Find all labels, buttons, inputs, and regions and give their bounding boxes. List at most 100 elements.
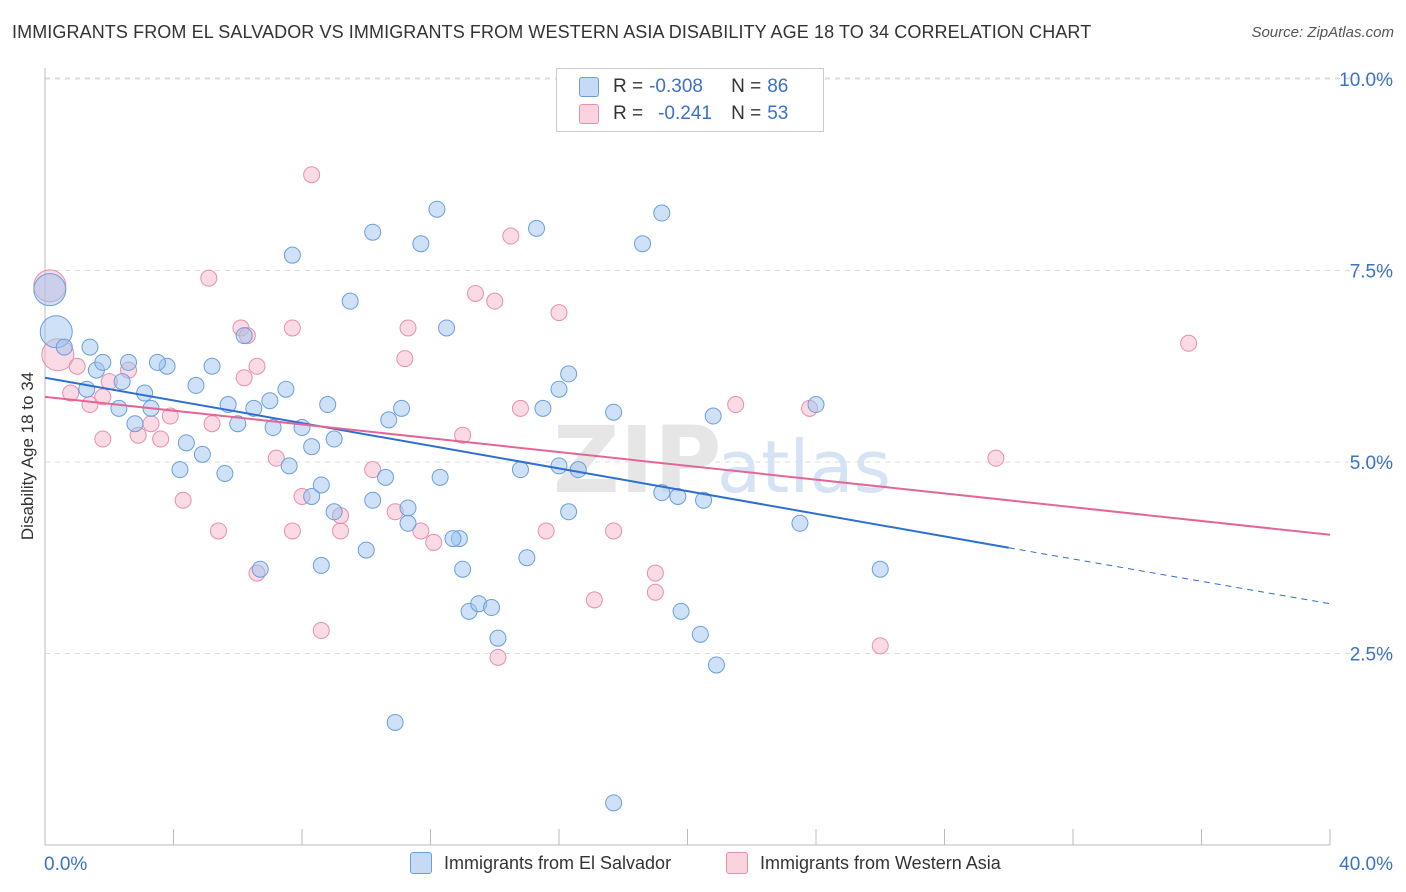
el-salvador-trend-line [44, 376, 1009, 549]
western-asia-point-12 [161, 407, 179, 425]
el-salvador-point-33 [261, 392, 279, 410]
y-tick-label-3: 10.0% [1339, 70, 1393, 91]
legend-swatch-blue [579, 77, 599, 97]
western-asia-point-32 [332, 522, 350, 540]
el-salvador-point-19 [438, 319, 456, 337]
el-salvador-point-44 [605, 403, 623, 421]
western-asia-point-37 [454, 426, 472, 444]
el-salvador-point-79 [691, 625, 709, 643]
el-salvador-point-69 [444, 530, 462, 548]
western-asia-point-47 [489, 648, 507, 666]
legend-r-label: R = [613, 103, 644, 124]
western-asia-point-24 [486, 292, 504, 310]
western-asia-point-18 [248, 357, 266, 375]
western-asia-point-21 [396, 350, 414, 368]
axes [44, 68, 1331, 846]
western-asia-point-10 [142, 415, 160, 433]
el-salvador-point-31 [229, 415, 247, 433]
western-asia-point-20 [303, 166, 321, 184]
el-salvador-point-42 [550, 380, 568, 398]
western-asia-trend-line [44, 395, 1331, 536]
western-asia-point-51 [871, 637, 889, 655]
el-salvador-point-54 [312, 476, 330, 494]
el-salvador-point-61 [280, 457, 298, 475]
western-asia-point-23 [466, 284, 484, 302]
el-salvador-point-3 [81, 338, 99, 356]
el-salvador-point-83 [605, 794, 623, 812]
western-asia-point-22 [399, 319, 417, 337]
legend-r-value: -0.241 [658, 103, 712, 124]
legend-n-value: 53 [767, 103, 789, 124]
el-salvador-point-2 [55, 338, 73, 356]
el-salvador-point-37 [319, 396, 337, 414]
el-salvador-point-60 [216, 464, 234, 482]
el-salvador-point-9 [113, 373, 131, 391]
el-salvador-point-10 [136, 384, 154, 402]
el-salvador-point-71 [454, 560, 472, 578]
gridlines [45, 77, 1395, 654]
el-salvador-point-67 [791, 514, 809, 532]
el-salvador-point-20 [528, 219, 546, 237]
el-salvador-point-8 [148, 353, 166, 371]
western-asia-point-50 [646, 583, 664, 601]
el-salvador-point-35 [264, 419, 282, 437]
el-salvador-point-12 [187, 376, 205, 394]
el-salvador-point-18 [428, 200, 446, 218]
el-salvador-point-0 [33, 273, 67, 307]
x-tick-label-min: 0.0% [44, 854, 87, 875]
western-asia-point-13 [203, 415, 221, 433]
el-salvador-point-5 [94, 353, 112, 371]
y-axis-label: Disability Age 18 to 34 [18, 371, 37, 541]
el-salvador-point-17 [412, 235, 430, 253]
chart-title: IMMIGRANTS FROM EL SALVADOR VS IMMIGRANT… [12, 22, 1092, 42]
el-salvador-point-62 [303, 438, 321, 456]
el-salvador-point-29 [193, 445, 211, 463]
y-tick-label-0: 2.5% [1350, 645, 1393, 666]
el-salvador-point-15 [341, 292, 359, 310]
series-legend-el-salvador: Immigrants from El Salvador [410, 852, 671, 874]
el-salvador-point-43 [560, 365, 578, 383]
el-salvador-point-82 [386, 713, 404, 731]
el-salvador-point-25 [110, 399, 128, 417]
el-salvador-point-34 [277, 380, 295, 398]
western-asia-point-25 [502, 227, 520, 245]
western-asia-point-41 [727, 396, 745, 414]
el-salvador-point-51 [377, 468, 395, 486]
western-asia-point-8 [94, 430, 112, 448]
el-salvador-point-80 [707, 656, 725, 674]
western-asia-point-30 [283, 522, 301, 540]
western-asia-point-33 [364, 461, 382, 479]
western-asia-point-35 [412, 522, 430, 540]
el-salvador-point-16 [364, 223, 382, 241]
el-salvador-point-56 [399, 499, 417, 517]
western-asia-point-26 [550, 304, 568, 322]
western-asia-point-39 [537, 522, 555, 540]
legend-r-label: R = [613, 76, 644, 97]
x-tick-label-max: 40.0% [1339, 854, 1393, 875]
el-salvador-point-81 [871, 560, 889, 578]
el-salvador-point-41 [534, 399, 552, 417]
el-salvador-point-77 [489, 629, 507, 647]
el-salvador-point-76 [483, 599, 501, 617]
series-swatch-pink [726, 852, 748, 874]
el-salvador-trend-extension [1008, 547, 1331, 605]
legend-r-value: -0.308 [649, 76, 703, 97]
el-salvador-point-39 [380, 411, 398, 429]
watermark-atlas: atlas [717, 425, 891, 509]
western-asia-point-27 [174, 491, 192, 509]
el-salvador-point-78 [672, 602, 690, 620]
series-legend-western-asia: Immigrants from Western Asia [726, 852, 1001, 874]
western-asia-point-28 [209, 522, 227, 540]
western-asia-point-29 [267, 449, 285, 467]
el-salvador-point-40 [393, 399, 411, 417]
el-salvador-points [33, 85, 889, 812]
legend-n-label: N = [731, 103, 762, 124]
western-asia-point-48 [585, 591, 603, 609]
el-salvador-point-72 [251, 560, 269, 578]
el-salvador-point-57 [399, 514, 417, 532]
el-salvador-point-11 [203, 357, 221, 375]
el-salvador-point-22 [634, 235, 652, 253]
el-salvador-point-59 [171, 461, 189, 479]
western-asia-point-16 [200, 269, 218, 287]
